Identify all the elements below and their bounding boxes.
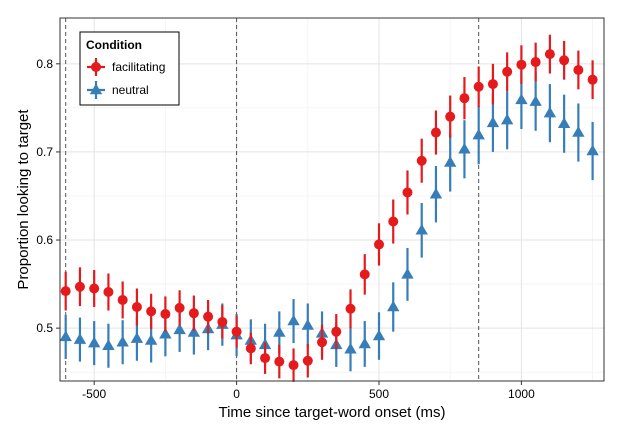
facilitating-point [473, 81, 484, 92]
facilitating-point [559, 55, 570, 66]
facilitating-point [89, 283, 100, 294]
facilitating-point [160, 309, 171, 320]
legend-label-facilitating: facilitating [112, 60, 165, 74]
legend-title: Condition [86, 38, 142, 52]
neutral-point [88, 336, 101, 348]
neutral-point [401, 267, 414, 279]
facilitating-point [217, 316, 228, 327]
x-tick-label: 500 [369, 387, 389, 401]
facilitating-point [345, 303, 356, 314]
facilitating-point [74, 281, 85, 292]
neutral-point [515, 93, 528, 105]
x-tick-label: -500 [82, 387, 106, 401]
facilitating-point [131, 301, 142, 312]
legend-key-facilitating [87, 58, 105, 76]
facilitating-point [587, 74, 598, 85]
facilitating-point [260, 353, 271, 364]
x-tick-label: 1000 [508, 387, 535, 401]
facilitating-point [544, 49, 555, 60]
facilitating-point [359, 269, 370, 280]
neutral-point [273, 326, 286, 337]
neutral-point [543, 106, 557, 118]
neutral-point [116, 335, 129, 347]
neutral-point [130, 332, 144, 343]
neutral-point [344, 342, 357, 354]
facilitating-point [231, 326, 242, 337]
facilitating-point [188, 308, 199, 319]
neutral-point [144, 333, 158, 345]
y-tick-label: 0.5 [36, 321, 53, 335]
neutral-point [415, 223, 428, 235]
legend-key-neutral [87, 81, 105, 99]
facilitating-point [402, 187, 413, 198]
x-axis-title: Time since target-word onset (ms) [218, 404, 445, 421]
neutral-point [557, 117, 571, 128]
series-layer [59, 34, 599, 382]
series-facilitating [60, 34, 598, 382]
neutral-point [287, 314, 300, 326]
facilitating-point [487, 79, 498, 90]
neutral-point [387, 300, 400, 312]
neutral-point [73, 333, 87, 344]
legend-items: facilitating neutral [87, 58, 165, 99]
series-neutral [59, 70, 599, 372]
facilitating-point [117, 294, 128, 305]
y-axis-title: Proportion looking to target [15, 109, 32, 290]
neutral-point [500, 113, 514, 125]
facilitating-point [573, 64, 584, 75]
y-tick-label: 0.6 [36, 233, 53, 247]
facilitating-point [530, 57, 541, 68]
facilitating-point [502, 66, 513, 77]
neutral-point [529, 95, 542, 106]
axes: -500 0 500 1000 0.5 0.6 0.7 0.8 [36, 57, 535, 401]
facilitating-point [430, 127, 441, 138]
neutral-point [472, 128, 485, 140]
neutral-point [444, 155, 457, 167]
neutral-point [102, 339, 115, 350]
neutral-point [572, 126, 585, 137]
legend: Condition facilitating neutral [79, 31, 180, 106]
facilitating-point [203, 311, 214, 322]
y-tick-label: 0.7 [36, 145, 53, 159]
facilitating-point [103, 287, 114, 298]
legend-label-neutral: neutral [112, 83, 149, 97]
facilitating-point [459, 93, 470, 104]
neutral-point [59, 330, 72, 342]
y-tick-label: 0.8 [36, 57, 53, 71]
facilitating-point [388, 216, 399, 227]
facilitating-point [146, 306, 157, 317]
facilitating-point [373, 239, 384, 250]
neutral-point [301, 318, 314, 330]
facilitating-point [302, 355, 313, 366]
facilitating-point [245, 343, 256, 354]
legend-key-marker [91, 62, 101, 72]
facilitating-point [60, 286, 71, 297]
neutral-point [486, 116, 500, 128]
facilitating-point [331, 326, 342, 337]
x-tick-label: 0 [233, 387, 240, 401]
neutral-point [586, 144, 599, 156]
facilitating-point [445, 111, 456, 122]
facilitating-point [516, 59, 527, 70]
facilitating-point [174, 302, 185, 313]
facilitating-point [416, 155, 427, 166]
neutral-point [429, 187, 443, 199]
facilitating-point [317, 337, 328, 348]
neutral-point [187, 326, 201, 337]
facilitating-point [288, 360, 299, 371]
neutral-point [458, 142, 471, 154]
neutral-point [173, 323, 186, 335]
neutral-point [372, 329, 386, 341]
facilitating-point [274, 356, 285, 367]
neutral-point [159, 327, 172, 339]
neutral-point [358, 337, 371, 349]
plot-panel-border [59, 17, 605, 382]
legend-key-marker [89, 83, 103, 95]
